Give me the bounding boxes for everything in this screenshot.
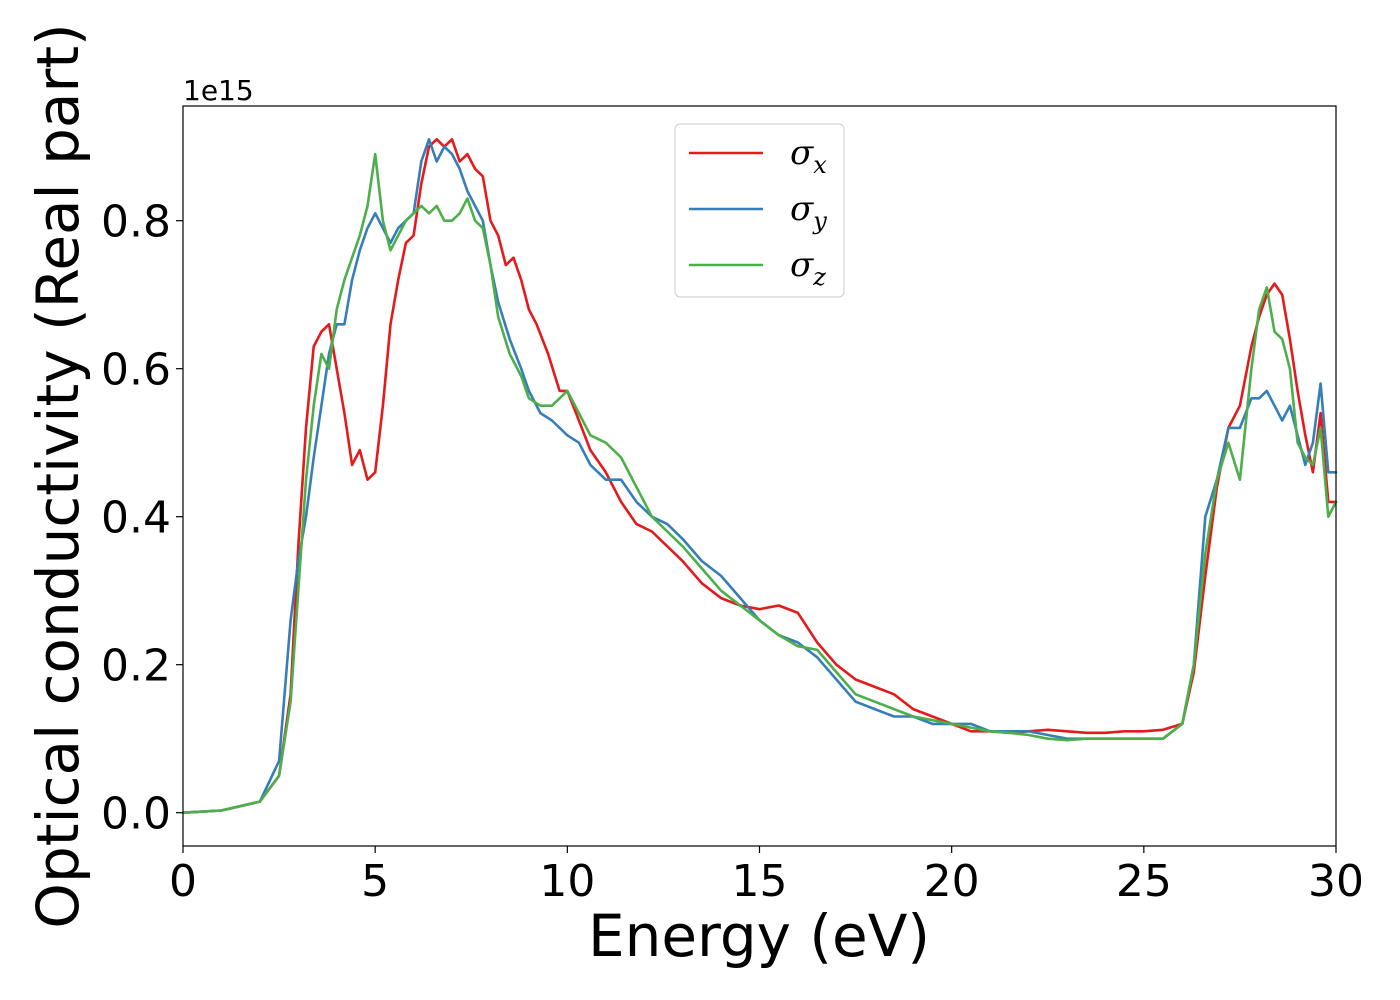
x-tick-label: 25	[1116, 856, 1172, 907]
x-axis-label: Energy (eV)	[588, 902, 930, 970]
x-tick-label: 5	[361, 856, 389, 907]
legend: σx σy σz	[674, 123, 845, 298]
y-axis-offset-text: 1e15	[183, 74, 254, 107]
series-line-y	[181, 138, 1338, 814]
y-tick-label: 0.8	[101, 197, 171, 248]
x-tick-label: 10	[539, 856, 595, 907]
series-line-x	[181, 138, 1338, 814]
legend-label-y: σy	[790, 189, 827, 235]
y-tick-label: 0.4	[101, 493, 171, 544]
y-tick-label: 0.0	[101, 789, 171, 840]
series-layer	[181, 138, 1338, 814]
legend-box	[674, 123, 845, 298]
y-tick-label: 0.6	[101, 345, 171, 396]
x-tick-label: 20	[924, 856, 980, 907]
series-line-z	[181, 152, 1338, 814]
legend-label-x: σx	[790, 133, 827, 179]
y-tick-label: 0.2	[101, 641, 171, 692]
x-tick-label: 0	[169, 856, 197, 907]
y-axis-ticks: 0.0 0.2 0.4 0.6 0.8	[101, 197, 183, 840]
x-axis-ticks: 0 5 10 15 20 25 30	[169, 846, 1364, 907]
legend-label-z: σz	[790, 245, 826, 291]
x-tick-label: 15	[732, 856, 788, 907]
y-axis-label: Optical conductivity (Real part)	[24, 23, 92, 928]
x-tick-label: 30	[1308, 856, 1364, 907]
legend-items: σx σy σz	[689, 133, 827, 291]
